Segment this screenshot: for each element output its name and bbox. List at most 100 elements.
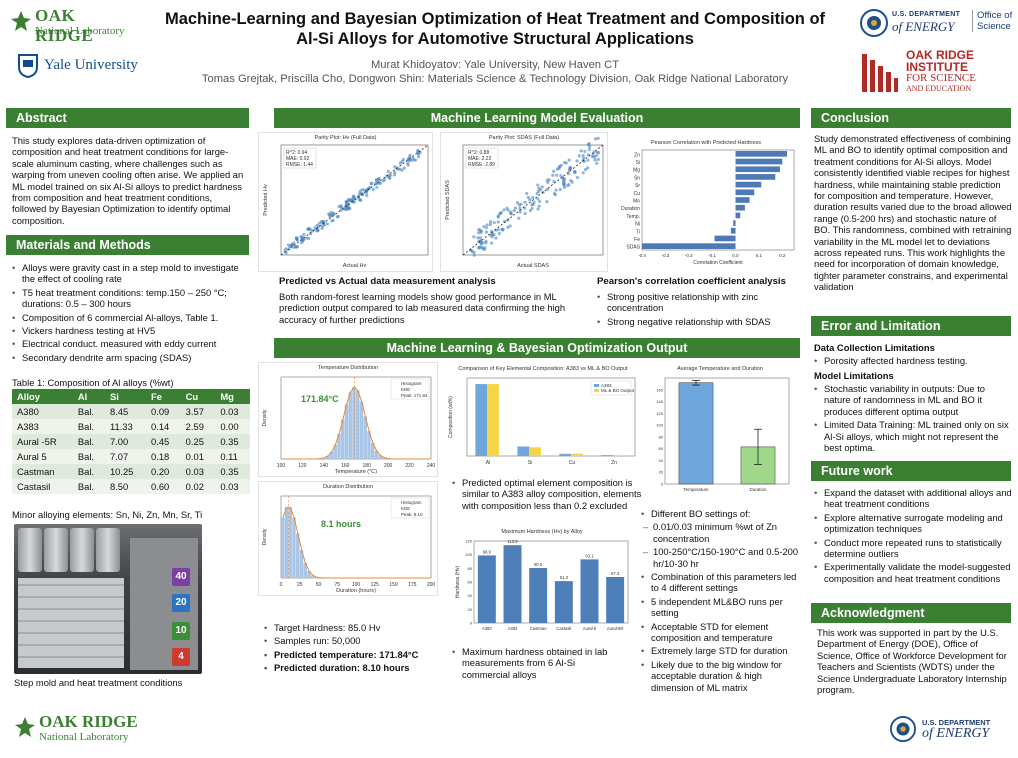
tick-label: 20 (468, 607, 473, 612)
orise-text-line4: AND EDUCATION (906, 84, 972, 93)
scatter-point (331, 218, 335, 222)
pearson-item: Strong negative relationship with SDAS (597, 316, 802, 328)
composition-table: Alloy Al Si Fe Cu Mg A380 Bal. 8.45 0.09 3.5… (12, 389, 250, 494)
ornl-logo-text: OAK RIDGE (39, 712, 138, 731)
scatter-point (477, 227, 481, 232)
scatter-point (317, 221, 322, 225)
scatter-point (488, 222, 493, 227)
histogram-bar (329, 451, 334, 459)
value-label: 61.3 (560, 575, 569, 580)
scatter-point (344, 200, 348, 204)
methods-item: Vickers hardness testing at HV5 (12, 325, 252, 337)
parity-sdas-title: Parity Plot: SDAS (Full Data) (488, 135, 560, 141)
scatter-point (518, 210, 522, 214)
hardness-bar (503, 545, 522, 623)
histogram-bar (322, 457, 326, 459)
tick-label: 150 (389, 582, 398, 588)
scatter-point (317, 224, 321, 229)
scatter-point (377, 177, 381, 181)
tick-label: 100 (277, 463, 286, 469)
scatter-point (378, 181, 382, 186)
x-axis-label: Temperature (°C) (335, 469, 377, 475)
stats-text: RMSE: 1.44 (286, 162, 313, 168)
bo-item: Combination of this parameters led to 4 … (641, 571, 806, 594)
category-label: Temp. (626, 214, 640, 220)
table-header-cell: Si (104, 389, 146, 404)
average-temp-duration-chart: Average Temperature and Duration Tempera… (645, 364, 795, 498)
stats-text: RMSE: 2.89 (468, 162, 495, 168)
histogram-bar (363, 416, 367, 459)
scatter-point (365, 194, 369, 198)
pearson-item: Strong positive relationship with zinc c… (597, 291, 802, 314)
composition-bar (559, 453, 572, 456)
tick-label: -0.4 (638, 253, 646, 258)
tick-label: 200 (427, 582, 436, 588)
scatter-point (546, 187, 550, 191)
authors-line2: Tomas Grejtak, Priscilla Cho, Dongwon Sh… (201, 73, 789, 85)
future-item: Explore alternative surrogate modeling a… (814, 512, 1012, 535)
table-cell: A383 (12, 419, 73, 434)
histogram-bar (337, 433, 341, 459)
tick-label: 0 (661, 482, 664, 487)
scatter-point (362, 188, 366, 192)
stats-text: R^2: 0.94 (286, 150, 307, 156)
scatter-point (388, 176, 392, 180)
temp-peak-label: 171.84°C (301, 394, 339, 404)
table-cell: 10.25 (104, 464, 146, 479)
tick-label: 25 (297, 582, 303, 588)
step-mold-photo: 40 20 10 4 (14, 524, 202, 674)
scatter-point (358, 192, 362, 196)
histogram-bar (299, 550, 304, 578)
scatter-point (347, 197, 351, 201)
scatter-point (523, 211, 527, 216)
scatter-point (411, 156, 415, 160)
scatter-point (335, 215, 340, 219)
category-label: Sn (634, 175, 640, 181)
scatter-point (368, 186, 372, 190)
scatter-point (530, 206, 534, 210)
tick-label: 0 (280, 582, 283, 588)
model-limitations-list: Stochastic variability in outputs: Due t… (814, 383, 1012, 455)
ornl-logo-subtext: National Laboratory (35, 25, 125, 37)
value-label: 98.9 (483, 549, 492, 554)
model-limitations-title: Model Limitations (814, 370, 894, 381)
orise-text-line3: FOR SCIENCE (906, 72, 976, 84)
scatter-point (596, 136, 600, 140)
tick-label: 140 (656, 399, 663, 404)
scatter-point (586, 153, 591, 157)
scatter-point (596, 151, 601, 155)
scatter-point (509, 211, 513, 216)
table-cell: Castman (12, 464, 73, 479)
scatter-point (492, 220, 496, 225)
tick-label: 125 (371, 582, 380, 588)
x-axis-label: Actual Hv (343, 263, 367, 269)
histogram-bar (333, 444, 337, 459)
pearson-chart-title: Pearson Correlation with Predicted Hardn… (650, 140, 762, 146)
scatter-point (581, 171, 585, 175)
table-cell: 0.00 (215, 419, 250, 434)
scatter-point (478, 236, 482, 240)
histogram-bar (288, 507, 292, 578)
orise-text-line1: OAK RIDGE (906, 48, 975, 62)
tick-label: 100 (352, 582, 361, 588)
scatter-point (579, 149, 583, 153)
scatter-point (562, 185, 567, 190)
scatter-point (537, 186, 541, 190)
duration-distribution-chart: Duration Distribution Histogram KDE Peak: … (258, 481, 438, 596)
scatter-point (408, 153, 412, 157)
ornl-logo-subtext: National Laboratory (39, 731, 129, 743)
category-label: Si (636, 160, 640, 166)
histogram-bar (382, 457, 386, 459)
scatter-point (554, 188, 558, 192)
scatter-point (320, 226, 324, 230)
model-limitation-item: Limited Data Training: ML trained only o… (814, 419, 1012, 453)
future-item: Expand the dataset with additional alloy… (814, 487, 1012, 510)
scatter-point (352, 200, 356, 204)
scatter-point (386, 169, 390, 174)
table-cell: 11.33 (104, 419, 146, 434)
scatter-point (536, 197, 540, 201)
yale-shield-icon (18, 54, 38, 83)
category-label: SDAS (626, 245, 640, 251)
category-label: Zn (634, 152, 640, 158)
scatter-point (417, 152, 421, 156)
